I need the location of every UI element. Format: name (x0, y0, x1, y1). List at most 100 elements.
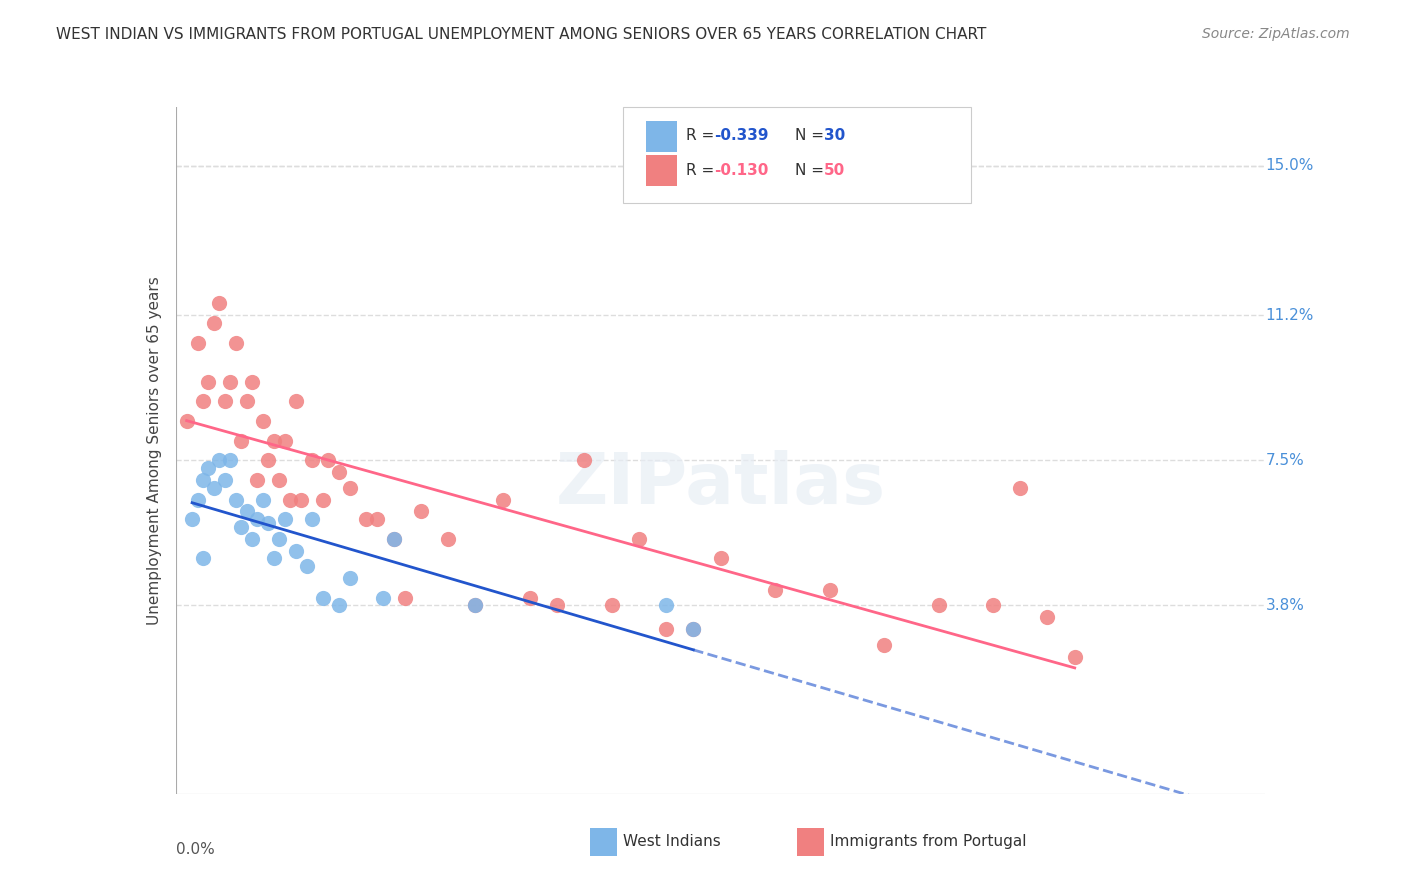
Point (301, 512, 323, 526)
Point (328, 465, 350, 479)
Text: 11.2%: 11.2% (1265, 308, 1313, 323)
Point (186, 492, 209, 507)
Text: R =: R = (686, 162, 718, 178)
Bar (647, 155, 678, 186)
Point (356, 512, 378, 526)
Text: N =: N = (794, 162, 828, 178)
Text: West Indians: West Indians (623, 834, 720, 849)
Point (274, 512, 297, 526)
Text: Source: ZipAtlas.com: Source: ZipAtlas.com (1202, 27, 1350, 41)
Point (627, 532, 650, 546)
Point (231, 520, 253, 534)
Point (328, 599, 350, 613)
Point (191, 551, 214, 566)
Bar (647, 120, 678, 152)
Text: Immigrants from Portugal: Immigrants from Portugal (830, 834, 1026, 849)
Point (295, 559, 318, 574)
Point (519, 591, 541, 605)
Text: 30: 30 (824, 128, 845, 144)
Point (176, 414, 198, 428)
Point (1036, 610, 1059, 624)
Point (263, 434, 285, 448)
Point (240, 375, 263, 389)
Point (301, 453, 323, 467)
Text: 0.0%: 0.0% (176, 842, 215, 857)
Text: -0.130: -0.130 (714, 162, 769, 178)
Point (318, 453, 340, 467)
Point (191, 394, 214, 409)
Point (366, 512, 388, 526)
Point (257, 516, 280, 530)
Point (339, 481, 361, 495)
Point (246, 512, 269, 526)
Text: WEST INDIAN VS IMMIGRANTS FROM PORTUGAL UNEMPLOYMENT AMONG SENIORS OVER 65 YEARS: WEST INDIAN VS IMMIGRANTS FROM PORTUGAL … (56, 27, 987, 42)
Text: 50: 50 (824, 162, 845, 178)
Point (252, 414, 274, 428)
Point (928, 599, 950, 613)
Point (464, 599, 486, 613)
Point (235, 504, 257, 518)
Point (394, 591, 416, 605)
Point (186, 335, 209, 350)
Point (197, 461, 219, 475)
Point (382, 532, 405, 546)
Point (181, 512, 204, 526)
Point (202, 481, 225, 495)
Bar (591, 828, 617, 855)
Point (1010, 481, 1032, 495)
Point (269, 473, 291, 487)
Point (284, 394, 307, 409)
Point (763, 582, 786, 597)
Point (873, 638, 896, 652)
Point (219, 453, 242, 467)
Point (269, 532, 291, 546)
Text: R =: R = (686, 128, 718, 144)
Point (409, 504, 432, 518)
Text: N =: N = (794, 128, 828, 144)
Point (290, 492, 312, 507)
Point (208, 296, 231, 310)
Point (655, 599, 678, 613)
FancyBboxPatch shape (623, 107, 972, 203)
Point (225, 492, 247, 507)
Text: 15.0%: 15.0% (1265, 159, 1313, 173)
Text: 7.5%: 7.5% (1265, 453, 1305, 467)
Point (437, 532, 460, 546)
Point (235, 394, 257, 409)
Point (492, 492, 515, 507)
Text: -0.339: -0.339 (714, 128, 769, 144)
Point (312, 591, 335, 605)
Point (252, 492, 274, 507)
Text: 3.8%: 3.8% (1265, 598, 1305, 613)
Point (600, 599, 623, 613)
Point (284, 543, 307, 558)
Point (257, 453, 280, 467)
Point (312, 492, 335, 507)
Point (981, 599, 1004, 613)
Point (464, 599, 486, 613)
Point (197, 375, 219, 389)
Point (1063, 649, 1085, 664)
Point (214, 394, 236, 409)
Bar (797, 828, 824, 855)
Point (682, 622, 704, 636)
Point (274, 434, 297, 448)
Point (371, 591, 394, 605)
Y-axis label: Unemployment Among Seniors over 65 years: Unemployment Among Seniors over 65 years (146, 277, 162, 624)
Point (682, 622, 704, 636)
Point (574, 453, 596, 467)
Point (225, 335, 247, 350)
Point (202, 316, 225, 330)
Point (208, 453, 231, 467)
Point (246, 473, 269, 487)
Point (240, 532, 263, 546)
Point (818, 582, 841, 597)
Point (278, 492, 301, 507)
Point (231, 434, 253, 448)
Point (263, 551, 285, 566)
Point (214, 473, 236, 487)
Point (382, 532, 405, 546)
Point (219, 375, 242, 389)
Point (655, 622, 678, 636)
Text: ZIPatlas: ZIPatlas (555, 450, 886, 519)
